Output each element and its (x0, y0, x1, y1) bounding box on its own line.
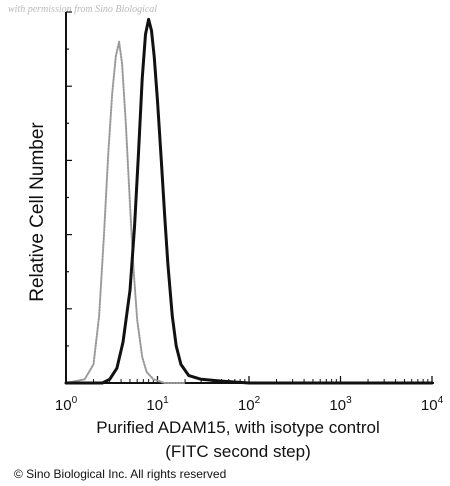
series-group (64, 17, 434, 385)
x-tick-label: 103 (329, 395, 352, 414)
x-tick-label: 101 (146, 395, 169, 414)
watermark-text: with permission from Sino Biological (8, 4, 158, 15)
y-ticks (66, 11, 72, 347)
x-tick-label: 102 (238, 395, 261, 414)
copyright-text: © Sino Biological Inc. All rights reserv… (14, 467, 227, 481)
adam15-histogram-line (64, 17, 434, 385)
isotype-control-line (65, 40, 186, 384)
x-axis-sublabel: (FITC second step) (165, 442, 311, 461)
axes-frame (65, 12, 434, 384)
x-tick-label: 100 (55, 395, 78, 414)
x-tick-label: 104 (421, 395, 444, 414)
x-axis-label: Purified ADAM15, with isotype control (96, 418, 380, 437)
